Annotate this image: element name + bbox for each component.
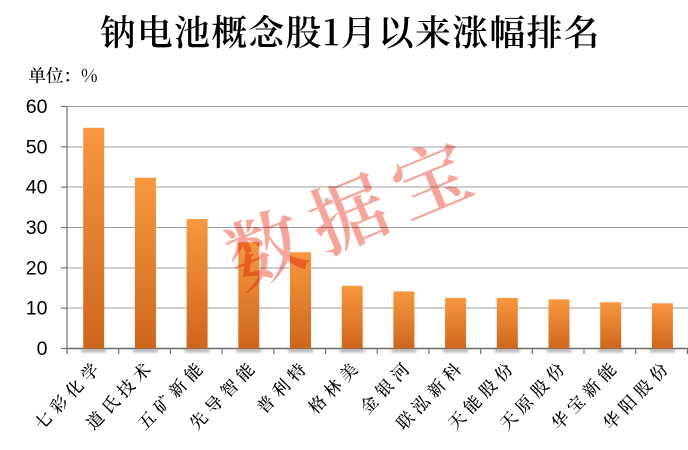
svg-text:60: 60	[26, 96, 48, 118]
svg-text:10: 10	[26, 298, 48, 320]
svg-text:20: 20	[26, 257, 48, 279]
svg-text:50: 50	[26, 136, 48, 158]
svg-text:30: 30	[26, 217, 48, 239]
svg-text:40: 40	[26, 177, 48, 199]
svg-text:0: 0	[37, 338, 48, 360]
